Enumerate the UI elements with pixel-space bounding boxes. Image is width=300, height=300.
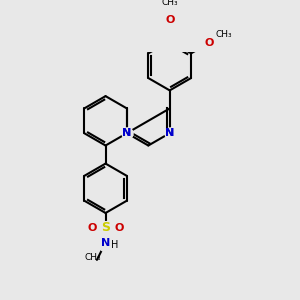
Text: H: H (110, 240, 118, 250)
Text: N: N (122, 128, 132, 138)
Text: O: O (165, 15, 174, 25)
Text: O: O (87, 223, 97, 233)
Text: N: N (122, 128, 132, 138)
Text: O: O (114, 223, 124, 233)
Text: N: N (165, 128, 174, 138)
Text: CH₃: CH₃ (216, 30, 232, 39)
Text: CH₃: CH₃ (85, 253, 101, 262)
Text: O: O (205, 38, 214, 48)
Text: N: N (101, 238, 110, 248)
Text: CH₃: CH₃ (161, 0, 178, 7)
Text: N: N (165, 128, 174, 138)
Text: S: S (101, 221, 110, 234)
